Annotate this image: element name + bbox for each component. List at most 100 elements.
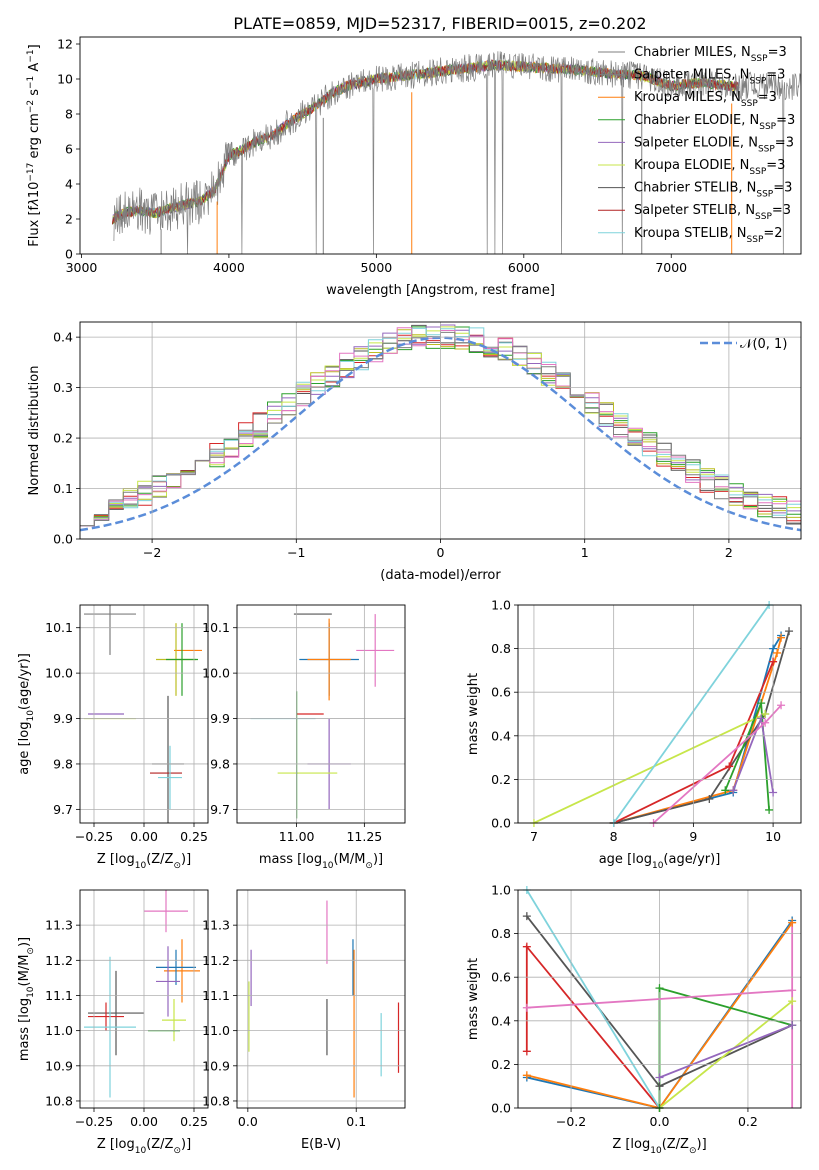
y-tick-label: 10.1: [45, 620, 73, 635]
y-tick-label: 10.9: [45, 1058, 73, 1073]
y-tick-label: 10.1: [202, 620, 230, 635]
data-point: [769, 644, 778, 653]
y-tick-label: 11.3: [45, 918, 73, 933]
y-tick-label: 0.4: [491, 728, 511, 743]
model-spectrum: [112, 59, 740, 225]
legend-label: Kroupa ELODIE, NSSP=3: [634, 158, 785, 177]
x-axis-label: E(B-V): [301, 1137, 341, 1152]
data-point: [785, 627, 794, 636]
series-line: [533, 713, 766, 823]
series-line: [526, 890, 661, 1108]
y-tick-label: 0.4: [53, 330, 73, 345]
x-tick-label: −0.2: [556, 1114, 586, 1129]
y-tick-label: 11.0: [45, 1023, 73, 1038]
y-tick-label: 0.3: [53, 380, 73, 395]
x-tick-label: 11.25: [346, 829, 382, 844]
x-tick-label: 0: [437, 545, 445, 560]
axes-frame: [79, 889, 209, 1109]
data-point: [788, 986, 797, 995]
y-tick-label: 4: [65, 177, 73, 192]
x-tick-label: 0.00: [130, 1114, 158, 1129]
axes-frame: [79, 36, 802, 255]
y-tick-label: 10.9: [202, 1058, 230, 1073]
data-point: [757, 699, 766, 708]
data-point: [522, 912, 531, 921]
axes-frame: [517, 889, 802, 1109]
x-tick-label: 0.25: [180, 1114, 208, 1129]
data-point: [522, 1071, 531, 1080]
y-tick-label: 11.0: [202, 1023, 230, 1038]
legend-label: 𝒩(0, 1): [740, 337, 787, 352]
data-point: [788, 1021, 797, 1030]
figure-title: PLATE=0859, MJD=52317, FIBERID=0015, z=0…: [233, 14, 646, 33]
data-point: [769, 788, 778, 797]
x-axis-label: age [log10(age/yr)]: [599, 852, 721, 871]
legend-label: Chabrier MILES, NSSP=3: [634, 45, 787, 64]
y-tick-label: 8: [65, 107, 73, 122]
data-point: [769, 657, 778, 666]
data-point: [788, 997, 797, 1006]
x-tick-label: 7: [530, 829, 538, 844]
y-tick-label: 10.8: [202, 1093, 230, 1108]
y-axis-label: mass [log10(M/M⊙)]: [17, 937, 36, 1061]
panel-mass_weight_vs_age: 7 8 9 10 0.0 0.2 0.4 0.6 0.8 1.0 age [log10(age/yr…: [466, 598, 802, 871]
y-tick-label: 0.6: [491, 685, 511, 700]
y-tick-label: 0.2: [53, 431, 73, 446]
data-point: [725, 762, 734, 771]
axes-frame: [517, 604, 802, 824]
panel-spectrum: 3000 4000 5000 6000 7000 0 2 4 6 8 10 12 wavelength …: [26, 36, 802, 298]
data-point: [655, 1073, 664, 1082]
data-point: [765, 805, 774, 814]
x-tick-label: 10: [765, 829, 781, 844]
plot-area-mass_vs_ebv: [248, 900, 400, 1098]
y-axis-label: mass weight: [466, 673, 481, 755]
y-tick-label: 0.2: [491, 772, 511, 787]
x-axis-label: Z [log10(Z/Z⊙)]: [97, 852, 191, 871]
data-point: [522, 1047, 531, 1056]
series-line: [658, 986, 793, 1108]
x-tick-label: 0.0: [650, 1114, 670, 1129]
y-tick-label: 9.9: [53, 711, 73, 726]
plot-area-age_vs_Z: [84, 605, 202, 823]
data-point: [773, 648, 782, 657]
plot-area-mass_weight_vs_age: [533, 605, 790, 823]
axes-frame: [79, 604, 209, 824]
y-tick-label: 0.8: [491, 926, 511, 941]
y-tick-label: 0.0: [53, 532, 73, 547]
data-point: [757, 714, 766, 723]
y-tick-label: 10.0: [45, 666, 73, 681]
x-tick-label: 0.25: [180, 829, 208, 844]
data-point: [777, 701, 786, 710]
x-tick-label: 11.00: [279, 829, 315, 844]
legend-label: Salpeter MILES, NSSP=3: [634, 68, 785, 87]
y-tick-label: 11.1: [202, 988, 230, 1003]
x-axis-label: Z [log10(Z/Z⊙)]: [612, 1137, 706, 1156]
y-tick-label: 10: [57, 72, 73, 87]
data-point: [522, 1003, 531, 1012]
y-tick-label: 11.2: [202, 953, 230, 968]
panel-age_vs_mass: 11.00 11.25 9.7 9.8 9.9 10.0 10.1 mass [log10(M…: [202, 604, 406, 871]
series-line: [613, 630, 790, 823]
y-tick-label: 0.4: [491, 1013, 511, 1028]
panel-mass_weight_vs_Z: −0.2 0.0 0.2 0.0 0.2 0.4 0.6 0.8 1.0 Z [log10(Z/Z…: [466, 883, 802, 1156]
data-point: [729, 786, 738, 795]
y-tick-label: 11.1: [45, 988, 73, 1003]
y-tick-label: 9.8: [53, 756, 73, 771]
y-axis-label: Normed distribution: [27, 366, 42, 496]
x-axis-label: mass [log10(M/M⊙)]: [259, 852, 383, 871]
plot-area-age_vs_mass: [250, 613, 395, 819]
data-point: [788, 918, 797, 927]
y-tick-label: 0.2: [491, 1057, 511, 1072]
y-axis-label: Flux [fλ10−17 erg cm−2 s−1 A−1]: [26, 44, 42, 246]
x-axis-label: wavelength [Angstrom, rest frame]: [326, 283, 555, 298]
y-tick-label: 1.0: [491, 598, 511, 613]
legend-label: Chabrier ELODIE, NSSP=3: [634, 113, 795, 132]
x-tick-label: 1: [581, 545, 589, 560]
x-tick-label: 8: [610, 829, 618, 844]
series-line: [658, 1000, 793, 1108]
observed-spectrum: [113, 51, 801, 254]
y-tick-label: 10.8: [45, 1093, 73, 1108]
panel-residuals: −2 −1 0 1 2 0.0 0.1 0.2 0.3 0.4 𝒩(0, 1) (data-model…: [27, 321, 802, 583]
data-point: [655, 1082, 664, 1091]
